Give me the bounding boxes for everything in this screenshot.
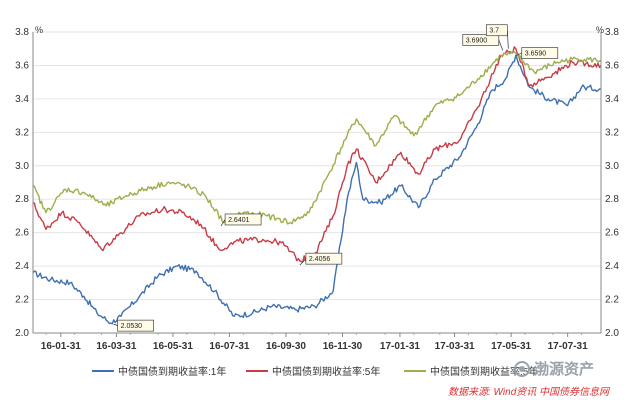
grid-lines — [33, 31, 601, 334]
x-tick-label: 16-03-31 — [96, 341, 136, 352]
y-tick-label-left: 3.2 — [15, 127, 29, 138]
annotation-pointer — [113, 323, 118, 326]
y-tick-label-right: 3.6 — [605, 60, 619, 71]
y-tick-label-right: 2.6 — [605, 228, 619, 239]
x-tick-label: 16-11-30 — [323, 341, 363, 352]
annotation-pointer — [515, 52, 522, 56]
y-tick-label-right: 2.2 — [605, 295, 619, 306]
y-tick-label-left: 3.6 — [15, 60, 29, 71]
chart-legend: 中债国债到期收益率:1年 中债国债到期收益率:5年 中债国债到期收益率:5年 — [0, 363, 640, 379]
x-tick-label: 17-03-31 — [435, 341, 475, 352]
right-unit-label: % — [596, 25, 604, 35]
y-tick-label-right: 3.8 — [605, 27, 619, 38]
annotation-label: 2.6401 — [228, 217, 250, 224]
legend-item-1y: 中债国债到期收益率:1年 — [92, 363, 226, 378]
annotation-box — [485, 24, 508, 37]
annotation-pointer — [220, 219, 226, 227]
annotation-label: 2.4056 — [309, 256, 331, 263]
y-tick-label-right: 3.2 — [605, 127, 619, 138]
x-tick-label: 17-07-31 — [548, 341, 588, 352]
annotation-label: 3.6590 — [525, 51, 547, 58]
annotation-box — [117, 319, 154, 332]
series-line-2 — [32, 50, 602, 225]
x-tick-label: 16-01-31 — [41, 341, 81, 352]
x-tick-label: 16-05-31 — [153, 341, 193, 352]
annotation-box — [224, 213, 262, 226]
y-tick-label-left: 2.6 — [15, 228, 29, 239]
annotation-label: 2.0530 — [121, 323, 143, 330]
y-tick-label-right: 2.4 — [605, 261, 619, 272]
data-source-note: 数据来源: Wind资讯 中国债券信息网 — [448, 387, 610, 398]
y-tick-label-left: 2.2 — [15, 295, 29, 306]
legend-item-5y-green: 中债国债到期收益率:5年 — [404, 363, 538, 378]
y-tick-label-left: 2.8 — [15, 194, 29, 205]
annotation-box — [462, 34, 500, 46]
y-tick-label-right: 3.4 — [605, 94, 619, 105]
y-tick-label-right: 3.0 — [605, 161, 619, 172]
series-line-1 — [32, 46, 602, 263]
legend-swatch-5y-red — [246, 369, 268, 372]
annotations: 2.0530 2.6401 2.4056 3.6900 3.6590 3.7 — [113, 24, 559, 332]
left-unit-label: % — [35, 25, 43, 35]
axes: 2.0 2.0 2.2 2.2 2.4 2.4 2.6 2.6 2.8 2.8 3.0 3.0 3.2 3… — [15, 27, 619, 352]
legend-item-5y-red: 中债国债到期收益率:5年 — [246, 363, 380, 378]
y-tick-label-left: 3.8 — [15, 27, 29, 38]
series-lines — [32, 46, 602, 325]
x-tick-label: 16-09-30 — [266, 341, 306, 352]
y-tick-label-left: 3.0 — [15, 161, 29, 172]
legend-label-5y-green: 中债国债到期收益率:5年 — [430, 367, 539, 378]
watermark: 渤源资产 — [514, 358, 594, 379]
y-tick-label-left: 2.0 — [15, 328, 29, 339]
annotation-pointer — [299, 258, 307, 266]
x-tick-label: 17-01-31 — [380, 341, 420, 352]
x-tick-label: 16-07-31 — [209, 341, 249, 352]
y-tick-label-right: 2.8 — [605, 194, 619, 205]
y-tick-label-left: 3.4 — [15, 94, 29, 105]
legend-label-1y: 中债国债到期收益率:1年 — [118, 367, 227, 378]
annotation-label: 3.6900 — [466, 37, 488, 44]
legend-swatch-1y — [92, 369, 114, 372]
legend-swatch-5y-green — [404, 369, 426, 372]
annotation-pointer — [498, 39, 504, 51]
y-tick-label-left: 2.4 — [15, 261, 29, 272]
wechat-logo-icon — [514, 360, 530, 377]
y-tick-label-right: 2.0 — [605, 328, 619, 339]
x-tick-label: 17-05-31 — [491, 341, 531, 352]
series-line-0 — [32, 54, 602, 325]
legend-label-5y-red: 中债国债到期收益率:5年 — [272, 367, 381, 378]
annotation-label: 3.7 — [489, 28, 499, 35]
annotation-box — [305, 252, 343, 265]
watermark-text: 渤源资产 — [534, 361, 595, 378]
annotation-box — [521, 47, 559, 59]
